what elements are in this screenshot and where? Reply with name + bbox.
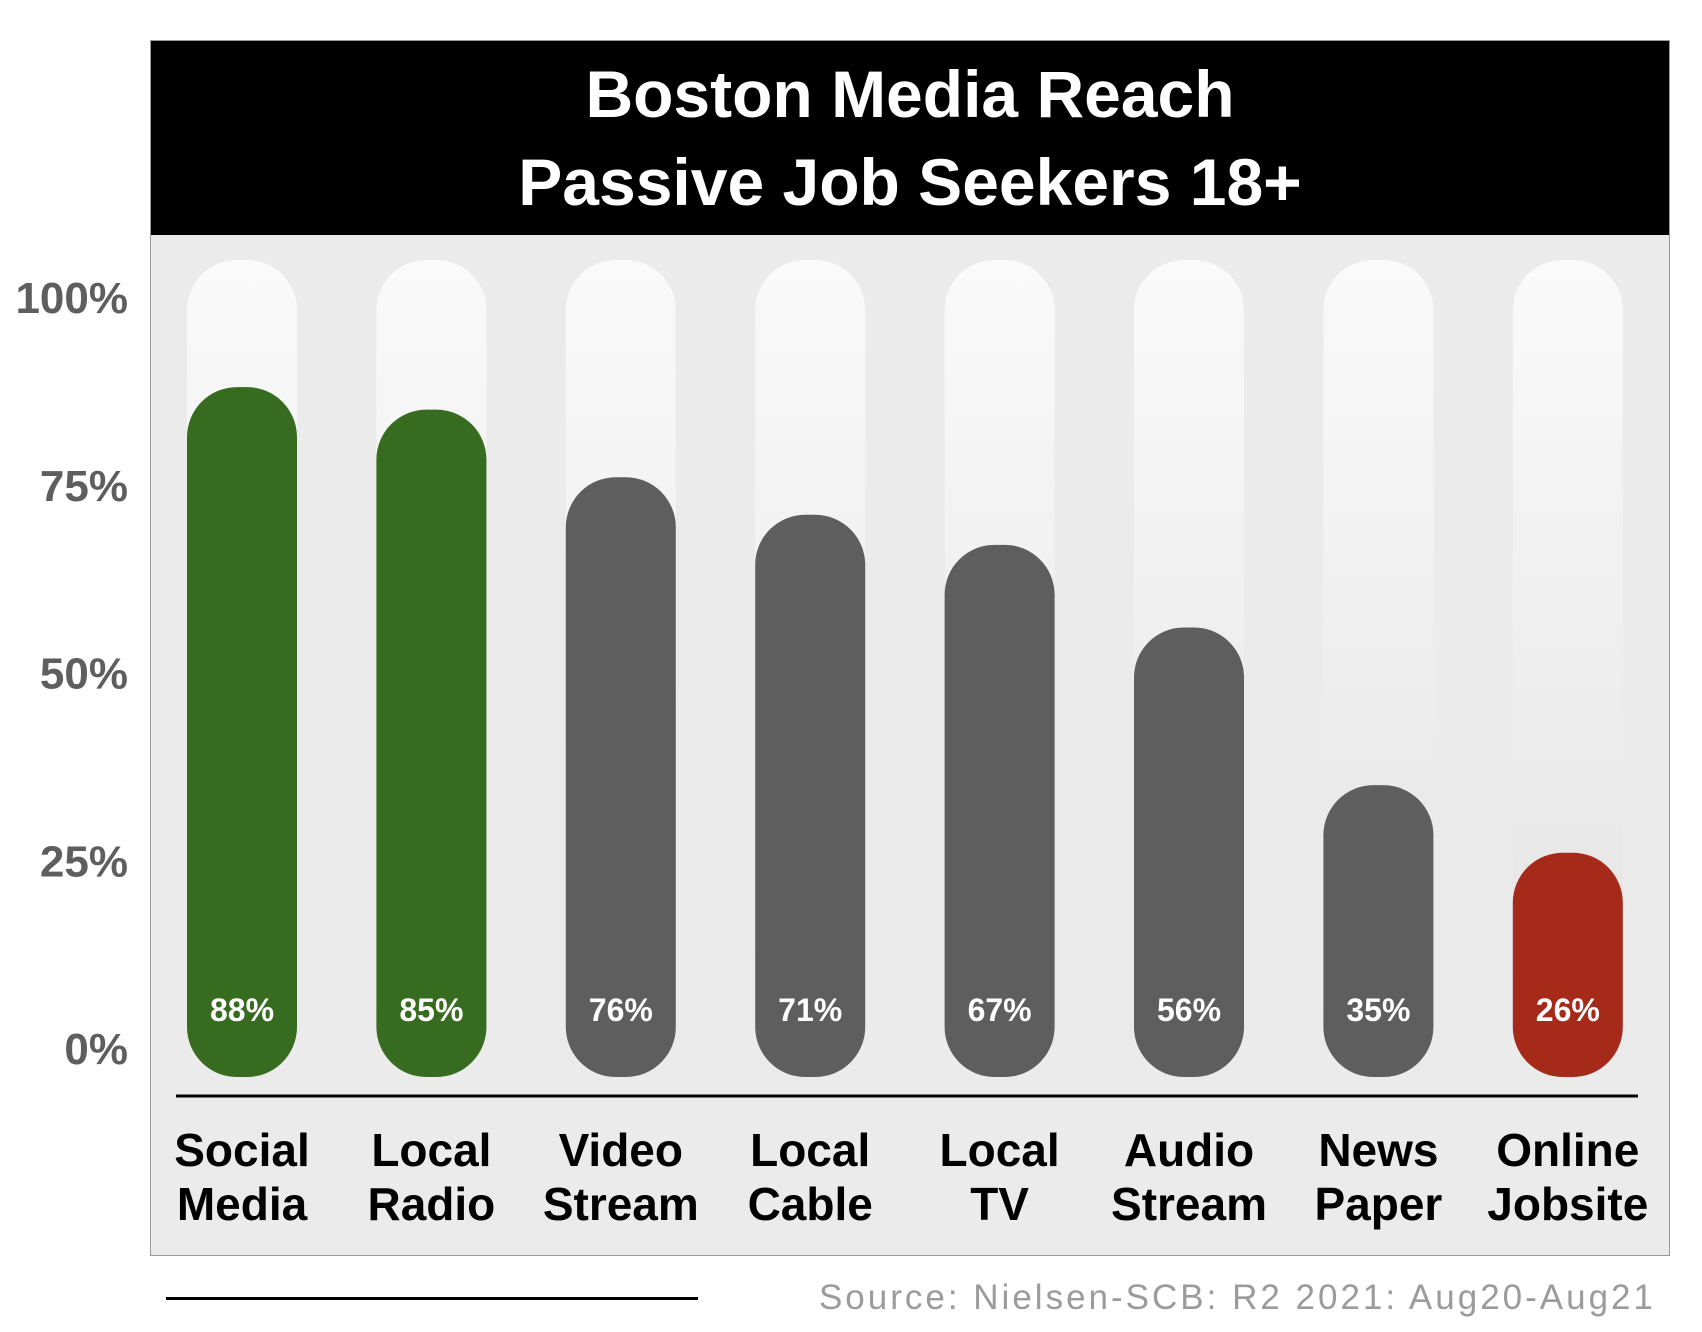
data-label: 76% [589,992,653,1028]
chart-subtitle: Passive Job Seekers 18+ [518,145,1302,219]
data-label: 56% [1157,992,1221,1028]
y-tick-label: 0% [64,1025,128,1074]
y-tick-label: 25% [40,837,128,886]
bar [944,544,1055,1077]
category-label: Stream [1111,1178,1267,1230]
category-label: Radio [368,1178,496,1230]
category-label: News [1318,1124,1438,1176]
bar [1134,627,1244,1077]
chart-title: Boston Media Reach [585,57,1235,131]
data-label: 26% [1536,992,1600,1028]
y-axis: 100% 75% 50% 25% 0% [15,274,128,1074]
chart-title-bar: Boston Media Reach Passive Job Seekers 1… [151,41,1669,235]
category-label: Social [174,1124,310,1176]
bar [1323,785,1434,1077]
category-label: Video [559,1124,683,1176]
bar [187,387,297,1077]
y-tick-label: 75% [40,462,128,511]
data-label: 88% [210,992,274,1028]
data-label: 67% [968,992,1032,1028]
category-label: Cable [748,1178,873,1230]
bar [376,409,487,1077]
category-label: Paper [1314,1178,1442,1230]
source-rule [166,1297,698,1300]
y-tick-label: 50% [40,650,128,699]
category-label: Jobsite [1487,1178,1648,1230]
category-labels: SocialMediaLocalRadioVideoStreamLocalCab… [174,1124,1648,1230]
bar [1512,852,1623,1077]
category-label: TV [970,1178,1029,1230]
bar [755,514,866,1077]
y-tick-label: 100% [15,274,128,323]
category-label: Local [940,1124,1060,1176]
bars [187,387,1623,1077]
data-labels: 88% 85% 76% 71% 67% 56% 35% 26% [210,992,1600,1028]
bar [565,477,676,1077]
source-note: Source: Nielsen-SCB: R2 2021: Aug20-Aug2… [818,1278,1656,1317]
data-label: 71% [778,992,842,1028]
category-label: Audio [1124,1124,1254,1176]
category-label: Local [750,1124,870,1176]
category-label: Online [1496,1124,1639,1176]
category-label: Local [371,1124,491,1176]
category-label: Stream [543,1178,699,1230]
data-label: 35% [1346,992,1410,1028]
category-label: Media [177,1178,308,1230]
data-label: 85% [399,992,463,1028]
